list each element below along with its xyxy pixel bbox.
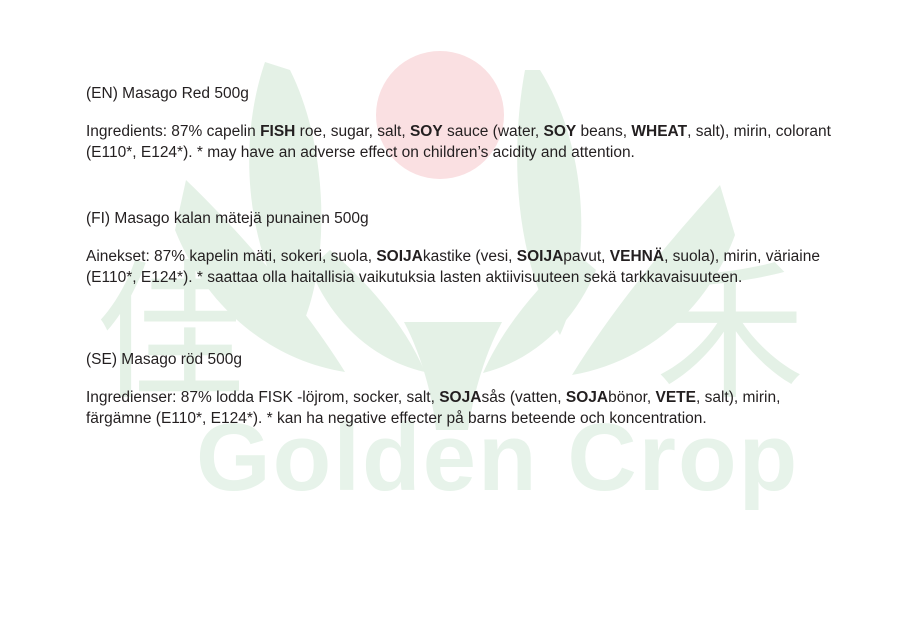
ingredients-en-line-1: Ingredients: 87% capelin FISH roe, sugar… xyxy=(86,123,831,140)
language-block-fi: (FI) Masago kalan mätejä punainen 500g A… xyxy=(86,209,861,288)
product-title-fi: (FI) Masago kalan mätejä punainen 500g xyxy=(86,210,369,227)
label-text-content: (EN) Masago Red 500g Ingredients: 87% ca… xyxy=(86,84,861,429)
ingredients-fi: Ainekset: 87% kapelin mäti, sokeri, suol… xyxy=(86,246,861,288)
ingredients-en-line-2: (E110*, E124*). * may have an adverse ef… xyxy=(86,144,635,161)
language-block-en: (EN) Masago Red 500g Ingredients: 87% ca… xyxy=(86,84,861,163)
spacer-fi-se xyxy=(86,288,861,350)
spacer-en-fi xyxy=(86,163,861,209)
language-block-se: (SE) Masago röd 500g Ingredienser: 87% l… xyxy=(86,350,861,429)
product-title-en: (EN) Masago Red 500g xyxy=(86,85,249,102)
ingredients-en: Ingredients: 87% capelin FISH roe, sugar… xyxy=(86,121,861,163)
ingredients-se-line-1: Ingredienser: 87% lodda FISK -löjrom, so… xyxy=(86,389,781,406)
ingredients-fi-line-2: (E110*, E124*). * saattaa olla haitallis… xyxy=(86,269,743,286)
product-title-se: (SE) Masago röd 500g xyxy=(86,351,242,368)
ingredients-fi-line-1: Ainekset: 87% kapelin mäti, sokeri, suol… xyxy=(86,248,820,265)
ingredients-se-line-2: färgämne (E110*, E124*). * kan ha negati… xyxy=(86,410,707,427)
ingredients-se: Ingredienser: 87% lodda FISK -löjrom, so… xyxy=(86,387,861,429)
